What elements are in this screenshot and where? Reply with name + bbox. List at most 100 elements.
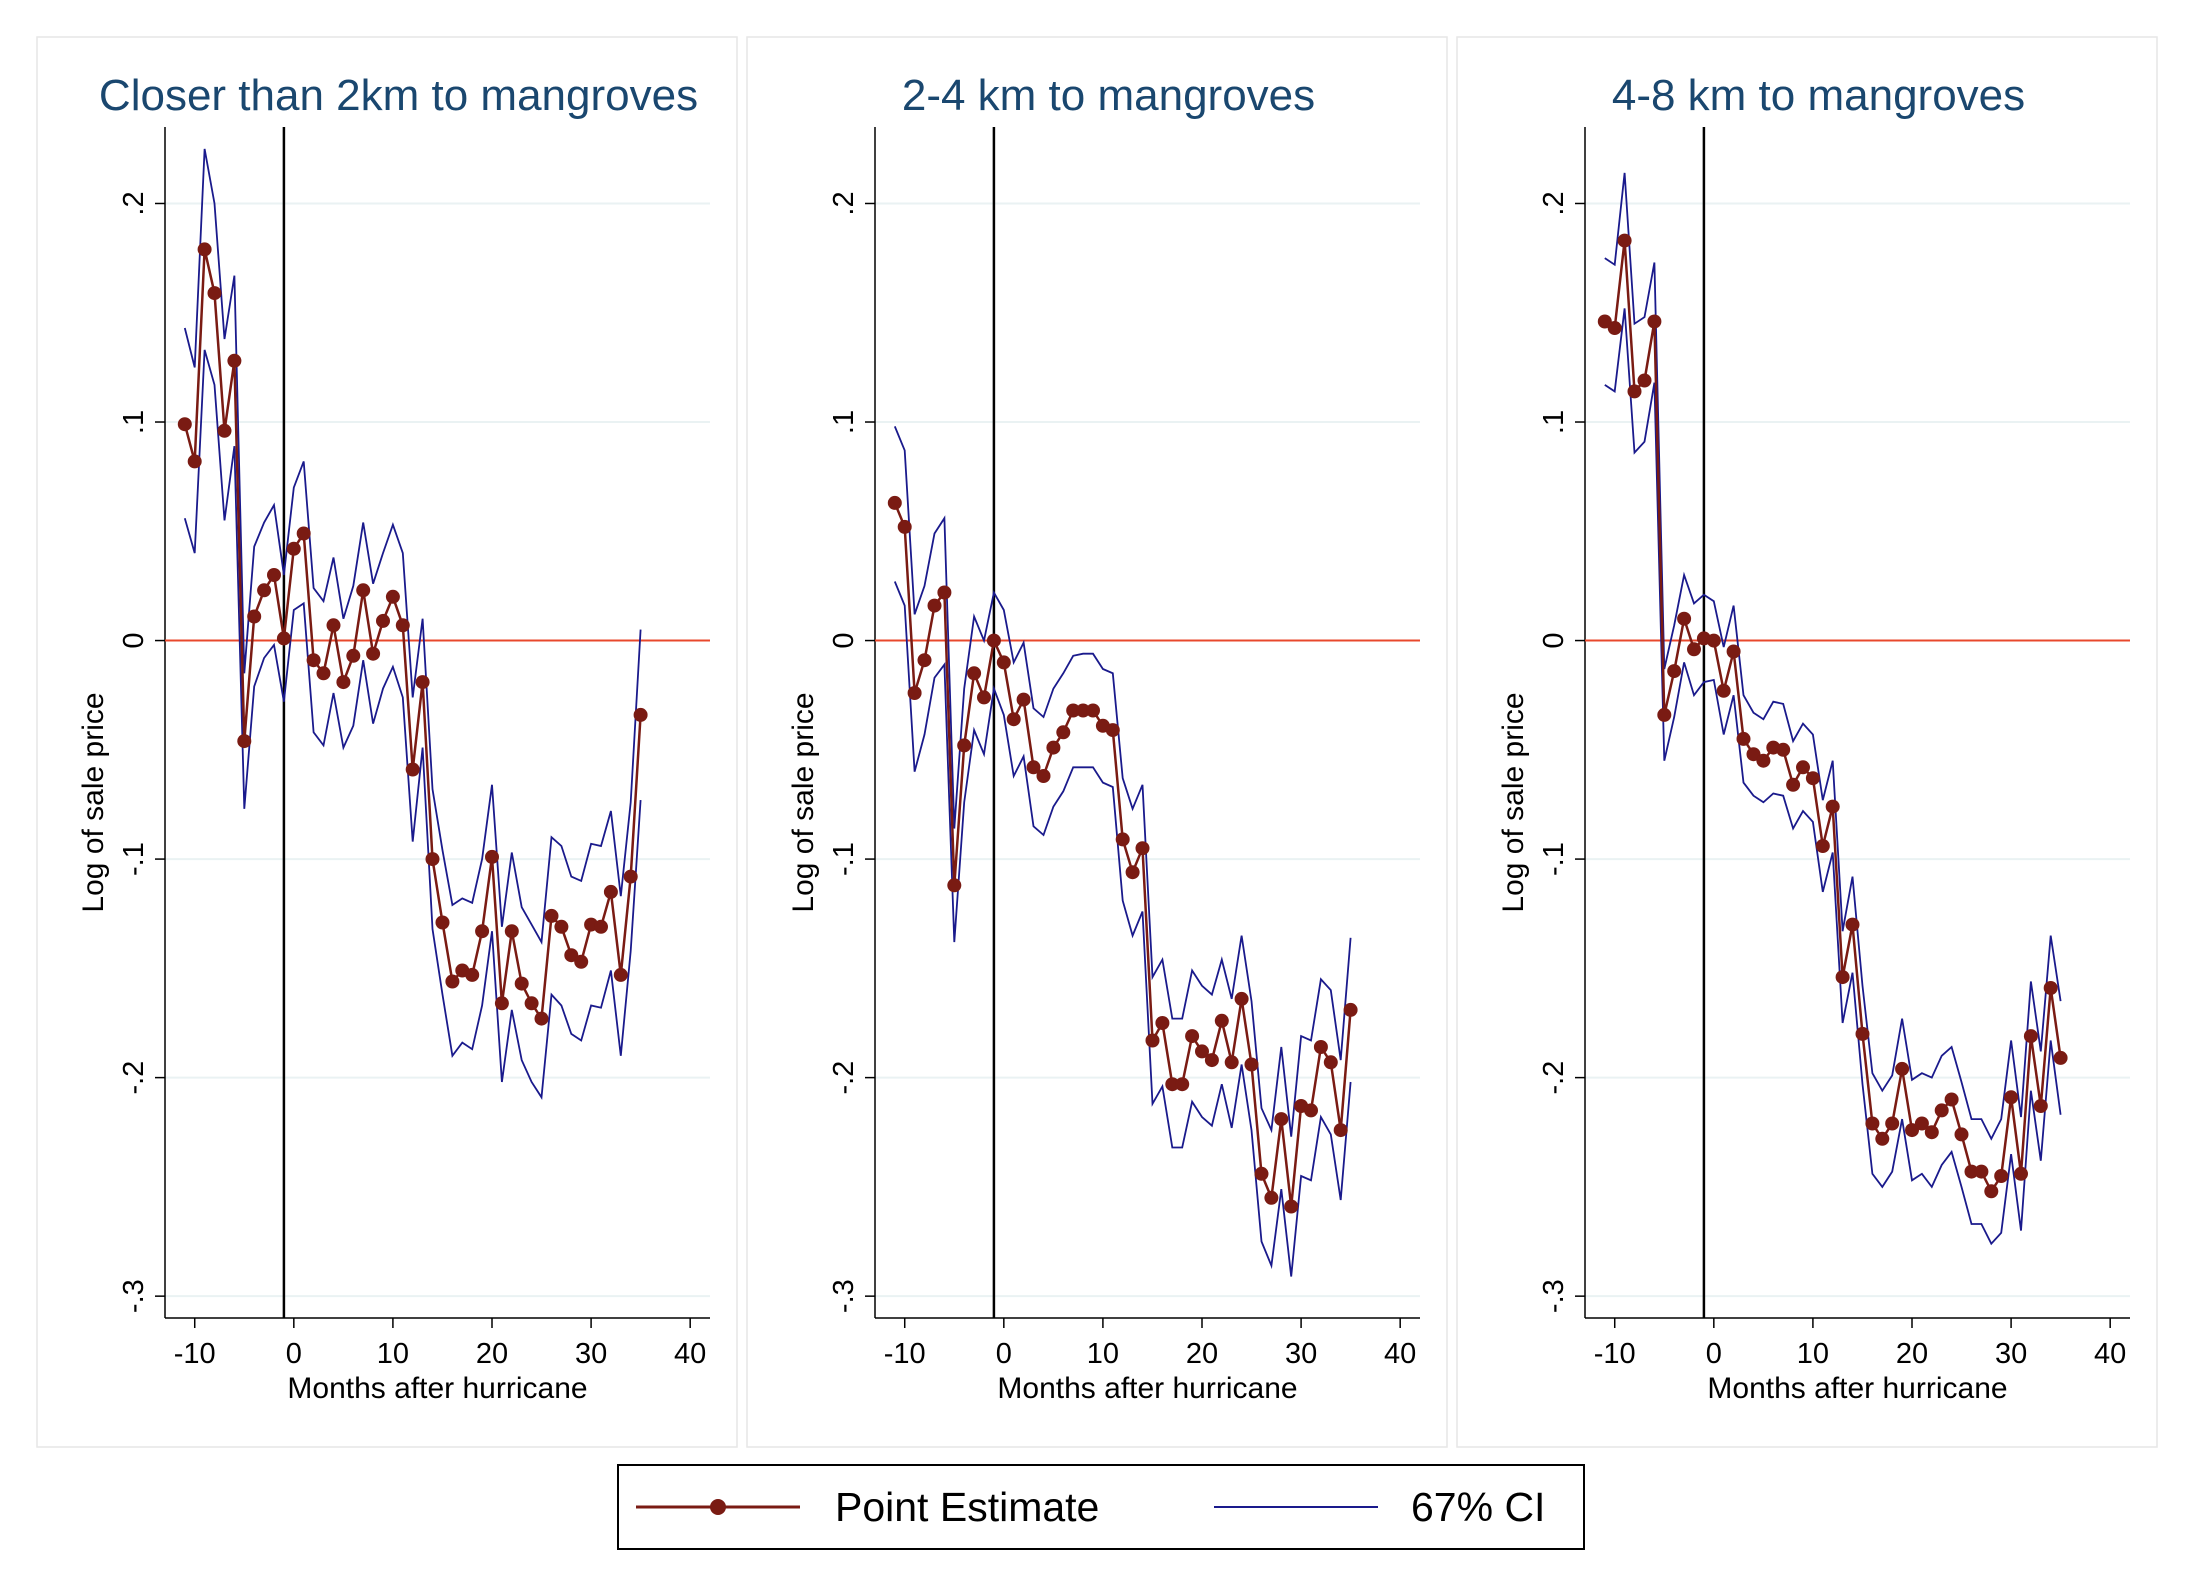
point-estimate-marker (1323, 1055, 1338, 1070)
panel-title: 4-8 km to mangroves (1612, 71, 2025, 120)
point-estimate-marker (2014, 1166, 2028, 1181)
point-estimate-marker (1944, 1092, 1959, 1107)
point-estimate-marker (564, 948, 579, 963)
point-estimate-marker (1825, 799, 1840, 814)
point-estimate-marker (296, 526, 311, 541)
y-tick-label: -.3 (1538, 1279, 1570, 1313)
point-estimate-marker (1274, 1112, 1289, 1127)
y-tick-label: .2 (828, 191, 860, 215)
ci-upper-line (893, 426, 1352, 1137)
point-estimate-marker (326, 618, 341, 633)
panel-frame (36, 36, 738, 1448)
point-estimate-marker (217, 423, 232, 438)
point-estimate-marker (514, 976, 529, 991)
point-estimate-marker (917, 653, 932, 668)
point-estimate-marker (385, 589, 400, 604)
point-estimate-marker (207, 286, 222, 301)
point-estimate-marker (633, 707, 648, 722)
point-estimate-marker (1076, 703, 1091, 718)
point-estimate-marker (405, 762, 420, 777)
y-tick-label: -.1 (828, 842, 860, 876)
point-estimate-marker (1647, 314, 1662, 329)
point-estimate-marker (2043, 981, 2058, 995)
point-estimate-marker (1244, 1057, 1259, 1072)
x-tick-label: 30 (1995, 1338, 2027, 1370)
point-estimate-marker (1185, 1029, 1200, 1044)
y-tick-label: -.2 (1538, 1061, 1570, 1095)
panels: Closer than 2km to mangroves .2 .1 0 -.1 -.2 -… (36, 36, 2158, 1448)
point-estimate-marker (415, 675, 430, 690)
x-tick-label: 0 (286, 1338, 302, 1370)
point-estimate-marker (1264, 1190, 1279, 1205)
panel-frame (746, 36, 1448, 1448)
point-estimate-marker (286, 541, 301, 556)
x-axis-title: Months after hurricane (1707, 1372, 2007, 1405)
point-estimate-marker (1885, 1116, 1900, 1131)
y-tick-label: -.2 (828, 1061, 860, 1095)
y-tick-label: .1 (828, 410, 860, 434)
point-estimate-marker (927, 598, 942, 613)
point-estimate-marker (1224, 1055, 1239, 1070)
x-tick-label: 20 (1896, 1338, 1928, 1370)
y-tick-label: 0 (1538, 632, 1570, 648)
point-estimate-marker (336, 675, 351, 690)
point-estimate-marker (366, 646, 381, 661)
point-estimate-marker (1954, 1127, 1969, 1142)
point-estimate-marker (1016, 692, 1031, 707)
point-estimate-marker (247, 609, 262, 624)
point-estimate-marker (1796, 760, 1810, 775)
y-tick-label: 0 (828, 632, 860, 648)
y-tick-label: -.2 (118, 1061, 150, 1095)
point-estimate-marker (257, 583, 272, 598)
point-estimate-marker (1786, 777, 1801, 792)
point-estimate-marker (356, 583, 371, 598)
point-estimate-marker (623, 869, 638, 884)
x-tick-label: 20 (476, 1338, 508, 1370)
point-estimate-marker (2033, 1099, 2048, 1113)
x-axis-title: Months after hurricane (287, 1372, 587, 1405)
panel-frame (1456, 36, 2158, 1448)
point-estimate-marker (425, 852, 440, 867)
ci-lower-line (893, 581, 1352, 1277)
x-tick-label: 0 (996, 1338, 1012, 1370)
point-estimate-marker (1304, 1103, 1318, 1118)
point-estimate-marker (1716, 683, 1731, 698)
point-estimate-marker (1105, 723, 1120, 738)
point-estimate-marker (1066, 703, 1081, 718)
point-estimate-marker (1875, 1131, 1890, 1146)
point-estimate-marker (1617, 233, 1632, 248)
point-estimate-marker (996, 655, 1011, 670)
point-estimate-marker (967, 666, 982, 681)
y-tick-label: -.3 (118, 1279, 150, 1313)
point-estimate-marker (395, 618, 410, 633)
point-estimate-marker (1597, 314, 1612, 329)
y-tick-label: .2 (1538, 191, 1570, 215)
point-estimate-marker (574, 954, 589, 969)
y-tick-label: -.1 (1538, 842, 1570, 876)
point-estimate-marker (1746, 747, 1761, 762)
point-estimate-marker (1934, 1103, 1949, 1118)
y-tick-label: -.1 (118, 842, 150, 876)
point-estimate-marker (544, 908, 559, 923)
point-estimate-marker (1175, 1077, 1190, 1092)
point-estimate-marker (1056, 725, 1071, 740)
point-estimate-marker (485, 849, 499, 864)
point-estimate-marker (2053, 1050, 2068, 1065)
x-tick-label: -10 (1594, 1338, 1636, 1370)
x-axis-title: Months after hurricane (997, 1372, 1297, 1405)
x-tick-label: 30 (1285, 1338, 1317, 1370)
point-estimate-marker (1036, 769, 1051, 783)
point-estimate-marker (986, 633, 1001, 648)
point-estimate-marker (177, 417, 192, 432)
point-estimate-marker (376, 613, 390, 628)
point-estimate-marker (267, 568, 281, 582)
point-estimate-marker (1924, 1125, 1939, 1140)
point-estimate-marker (957, 738, 972, 753)
point-estimate-marker (1855, 1026, 1870, 1041)
point-estimate-marker (1835, 970, 1850, 985)
point-estimate-marker (1165, 1077, 1180, 1092)
point-estimate-marker (907, 686, 922, 700)
point-estimate-marker (897, 519, 912, 534)
point-estimate-marker (887, 495, 902, 510)
